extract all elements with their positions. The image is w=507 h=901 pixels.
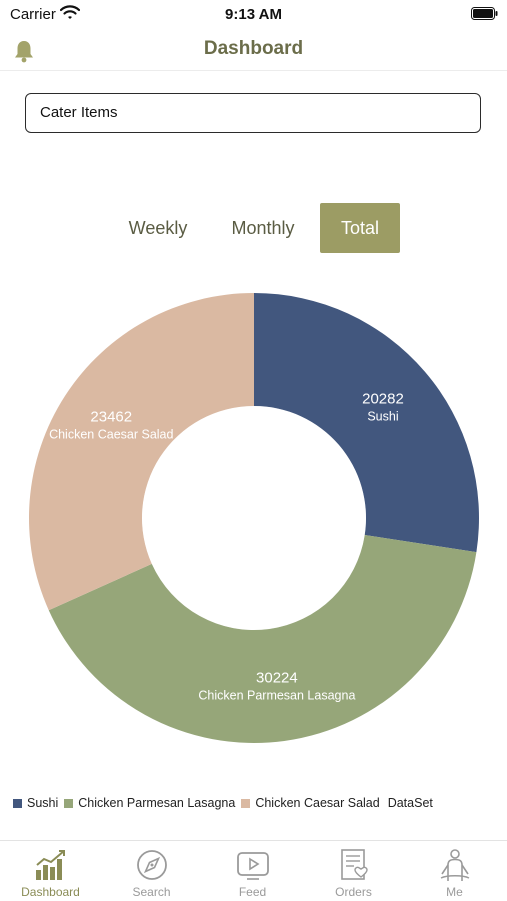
tab-bar: Dashboard Search Feed Orders — [0, 840, 507, 901]
legend-swatch — [241, 799, 251, 808]
slice-category-label: Sushi — [367, 409, 398, 423]
slice-value-label: 23462 — [90, 409, 132, 426]
tab-me[interactable]: Me — [404, 841, 505, 901]
slice-category-label: Chicken Caesar Salad — [49, 428, 173, 442]
segment-monthly[interactable]: Monthly — [231, 218, 295, 238]
period-segmented-control: Weekly Monthly Total — [0, 203, 507, 253]
category-picker[interactable]: Cater Items — [25, 93, 481, 133]
tab-feed[interactable]: Feed — [202, 841, 303, 901]
slice-sushi[interactable] — [254, 293, 479, 553]
bar-chart-icon — [36, 850, 65, 880]
play-icon — [237, 852, 269, 880]
status-time: 9:13 AM — [225, 6, 282, 23]
slice-chicken-caesar-salad[interactable] — [28, 293, 254, 611]
wifi-icon — [60, 5, 80, 19]
donut-chart: 20282 Sushi 30224 Chicken Parmesan Lasagna 2… — [28, 293, 479, 743]
slice-category-label: Chicken Parmesan Lasagna — [198, 688, 355, 702]
person-icon — [440, 849, 470, 881]
navigation-bar: Dashboard — [0, 30, 507, 71]
slice-value-label: 20282 — [362, 390, 404, 407]
compass-icon — [137, 850, 167, 880]
segment-total[interactable]: Total — [320, 203, 400, 253]
tab-search[interactable]: Search — [101, 841, 202, 901]
battery-icon — [471, 7, 498, 20]
legend-swatch — [64, 799, 74, 808]
legend-dataset-label: DataSet — [387, 796, 433, 810]
legend-item-chicken-parmesan-lasagna: Chicken Parmesan Lasagna — [64, 796, 235, 810]
tab-dashboard-label: Dashboard — [21, 885, 80, 899]
tab-orders-label: Orders — [335, 885, 372, 899]
slice-value-label: 30224 — [256, 669, 298, 686]
tab-me-label: Me — [446, 885, 463, 899]
legend-item-chicken-caesar-salad: Chicken Caesar Salad — [241, 796, 380, 810]
tab-feed-label: Feed — [238, 885, 267, 899]
segment-weekly[interactable]: Weekly — [128, 218, 188, 238]
legend-label: Chicken Caesar Salad — [255, 796, 380, 810]
legend-label: Chicken Parmesan Lasagna — [78, 796, 236, 810]
orders-icon — [341, 849, 368, 880]
tab-orders[interactable]: Orders — [303, 841, 404, 901]
slice-chicken-parmesan-lasagna[interactable] — [48, 534, 477, 743]
category-picker-value: Cater Items — [40, 104, 118, 121]
donut-hole — [153, 417, 355, 619]
legend-swatch — [13, 799, 22, 808]
status-bar: Carrier 9:13 AM — [0, 0, 507, 30]
carrier-label: Carrier — [10, 6, 56, 23]
tab-search-label: Search — [132, 885, 171, 899]
tab-dashboard[interactable]: Dashboard — [0, 841, 101, 901]
bell-icon[interactable] — [13, 39, 35, 63]
page-title: Dashboard — [203, 38, 304, 59]
legend-label: Sushi — [27, 796, 59, 810]
chart-legend: Sushi Chicken Parmesan Lasagna Chicken Cae… — [13, 796, 503, 816]
legend-item-sushi: Sushi — [13, 796, 58, 810]
